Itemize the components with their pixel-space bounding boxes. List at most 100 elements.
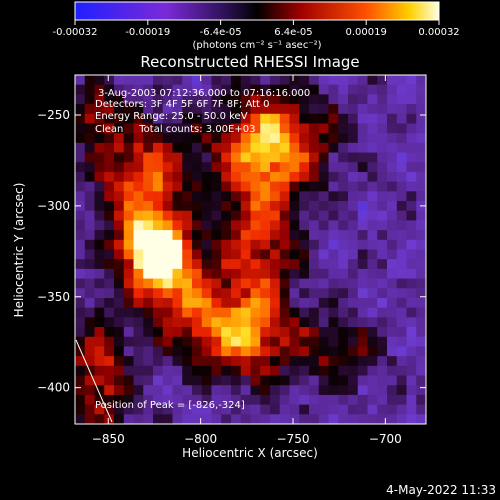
heatmap-cell: [279, 210, 291, 222]
heatmap-cell: [114, 142, 125, 154]
heatmap-cell: [75, 181, 86, 192]
heatmap-cell: [260, 181, 271, 192]
heatmap-cell: [123, 259, 135, 270]
heatmap-cell: [94, 191, 105, 202]
heatmap-cell: [114, 365, 125, 377]
heatmap-cell: [231, 230, 242, 241]
heatmap-cell: [309, 191, 320, 202]
heatmap-cell: [192, 404, 203, 415]
heatmap-cell: [406, 239, 417, 251]
heatmap-cell: [260, 123, 271, 134]
heatmap-cell: [143, 404, 154, 415]
heatmap-cell: [231, 152, 242, 163]
heatmap-cell: [240, 152, 252, 163]
heatmap-cell: [192, 133, 203, 144]
heatmap-cell: [221, 210, 232, 222]
heatmap-cell: [260, 268, 271, 280]
heatmap-cell: [192, 259, 203, 270]
heatmap-cell: [153, 104, 164, 115]
heatmap-cell: [133, 375, 144, 386]
heatmap-cell: [367, 181, 378, 192]
heatmap-cell: [367, 278, 378, 289]
heatmap-cell: [172, 365, 183, 377]
heatmap-cell: [133, 210, 144, 222]
heatmap-cell: [75, 346, 86, 357]
heatmap-cell: [416, 191, 426, 202]
heatmap-cell: [143, 75, 154, 86]
heatmap-cell: [240, 365, 252, 377]
heatmap-cell: [114, 259, 125, 270]
heatmap-cell: [231, 239, 242, 251]
heatmap-cell: [348, 394, 359, 406]
heatmap-cell: [123, 210, 135, 222]
heatmap-cell: [299, 162, 310, 173]
heatmap-cell: [201, 375, 213, 386]
heatmap-cell: [240, 307, 252, 318]
heatmap-cell: [172, 249, 183, 260]
heatmap-cell: [309, 404, 320, 415]
heatmap-cell: [240, 375, 252, 386]
heatmap-cell: [396, 297, 408, 309]
heatmap-cell: [201, 181, 213, 192]
heatmap-cell: [338, 297, 349, 309]
heatmap-cell: [104, 181, 115, 192]
heatmap-cell: [416, 133, 426, 144]
heatmap-cell: [240, 210, 252, 222]
heatmap-cell: [201, 142, 213, 154]
heatmap-cell: [211, 152, 222, 163]
heatmap-cell: [279, 297, 291, 309]
heatmap-cell: [309, 94, 320, 105]
heatmap-cell: [270, 307, 281, 318]
heatmap-cell: [279, 152, 291, 163]
heatmap-cell: [240, 336, 252, 348]
heatmap-cell: [133, 346, 144, 357]
heatmap-cell: [299, 375, 310, 386]
heatmap-cell: [182, 123, 193, 134]
heatmap-cell: [231, 84, 242, 95]
heatmap-cell: [123, 414, 135, 424]
heatmap-cell: [201, 307, 213, 318]
heatmap-cell: [318, 191, 330, 202]
heatmap-cell: [162, 123, 174, 134]
heatmap-cell: [84, 278, 96, 289]
heatmap-cell: [309, 181, 320, 192]
heatmap-cell: [270, 327, 281, 338]
heatmap-cell: [396, 356, 408, 367]
heatmap-cell: [357, 94, 369, 105]
heatmap-cell: [260, 288, 271, 299]
heatmap-cell: [114, 123, 125, 134]
heatmap-cell: [94, 230, 105, 241]
heatmap-cell: [250, 142, 261, 154]
heatmap-cell: [162, 268, 174, 280]
heatmap-cell: [357, 375, 369, 386]
heatmap-cell: [143, 123, 154, 134]
heatmap-cell: [114, 404, 125, 415]
heatmap-cell: [338, 356, 349, 367]
heatmap-cell: [123, 191, 135, 202]
heatmap-cell: [143, 181, 154, 192]
heatmap-cell: [250, 191, 261, 202]
heatmap-cell: [231, 394, 242, 406]
heatmap-cell: [172, 239, 183, 251]
heatmap-cell: [104, 162, 115, 173]
heatmap-cell: [416, 259, 426, 270]
heatmap-cell: [396, 84, 408, 95]
heatmap-cell: [75, 259, 86, 270]
heatmap-cell: [348, 162, 359, 173]
heatmap-cell: [250, 288, 261, 299]
heatmap-cell: [231, 113, 242, 125]
heatmap-cell: [94, 133, 105, 144]
heatmap-cell: [192, 297, 203, 309]
heatmap-cell: [406, 123, 417, 134]
heatmap-cell: [279, 249, 291, 260]
heatmap-cell: [416, 404, 426, 415]
heatmap-cell: [348, 317, 359, 328]
heatmap-cell: [318, 336, 330, 348]
heatmap-cell: [75, 327, 86, 338]
heatmap-cell: [289, 123, 300, 134]
heatmap-cell: [338, 84, 349, 95]
heatmap-cell: [94, 152, 105, 163]
heatmap-cell: [406, 171, 417, 183]
heatmap-cell: [201, 162, 213, 173]
heatmap-cell: [211, 288, 222, 299]
